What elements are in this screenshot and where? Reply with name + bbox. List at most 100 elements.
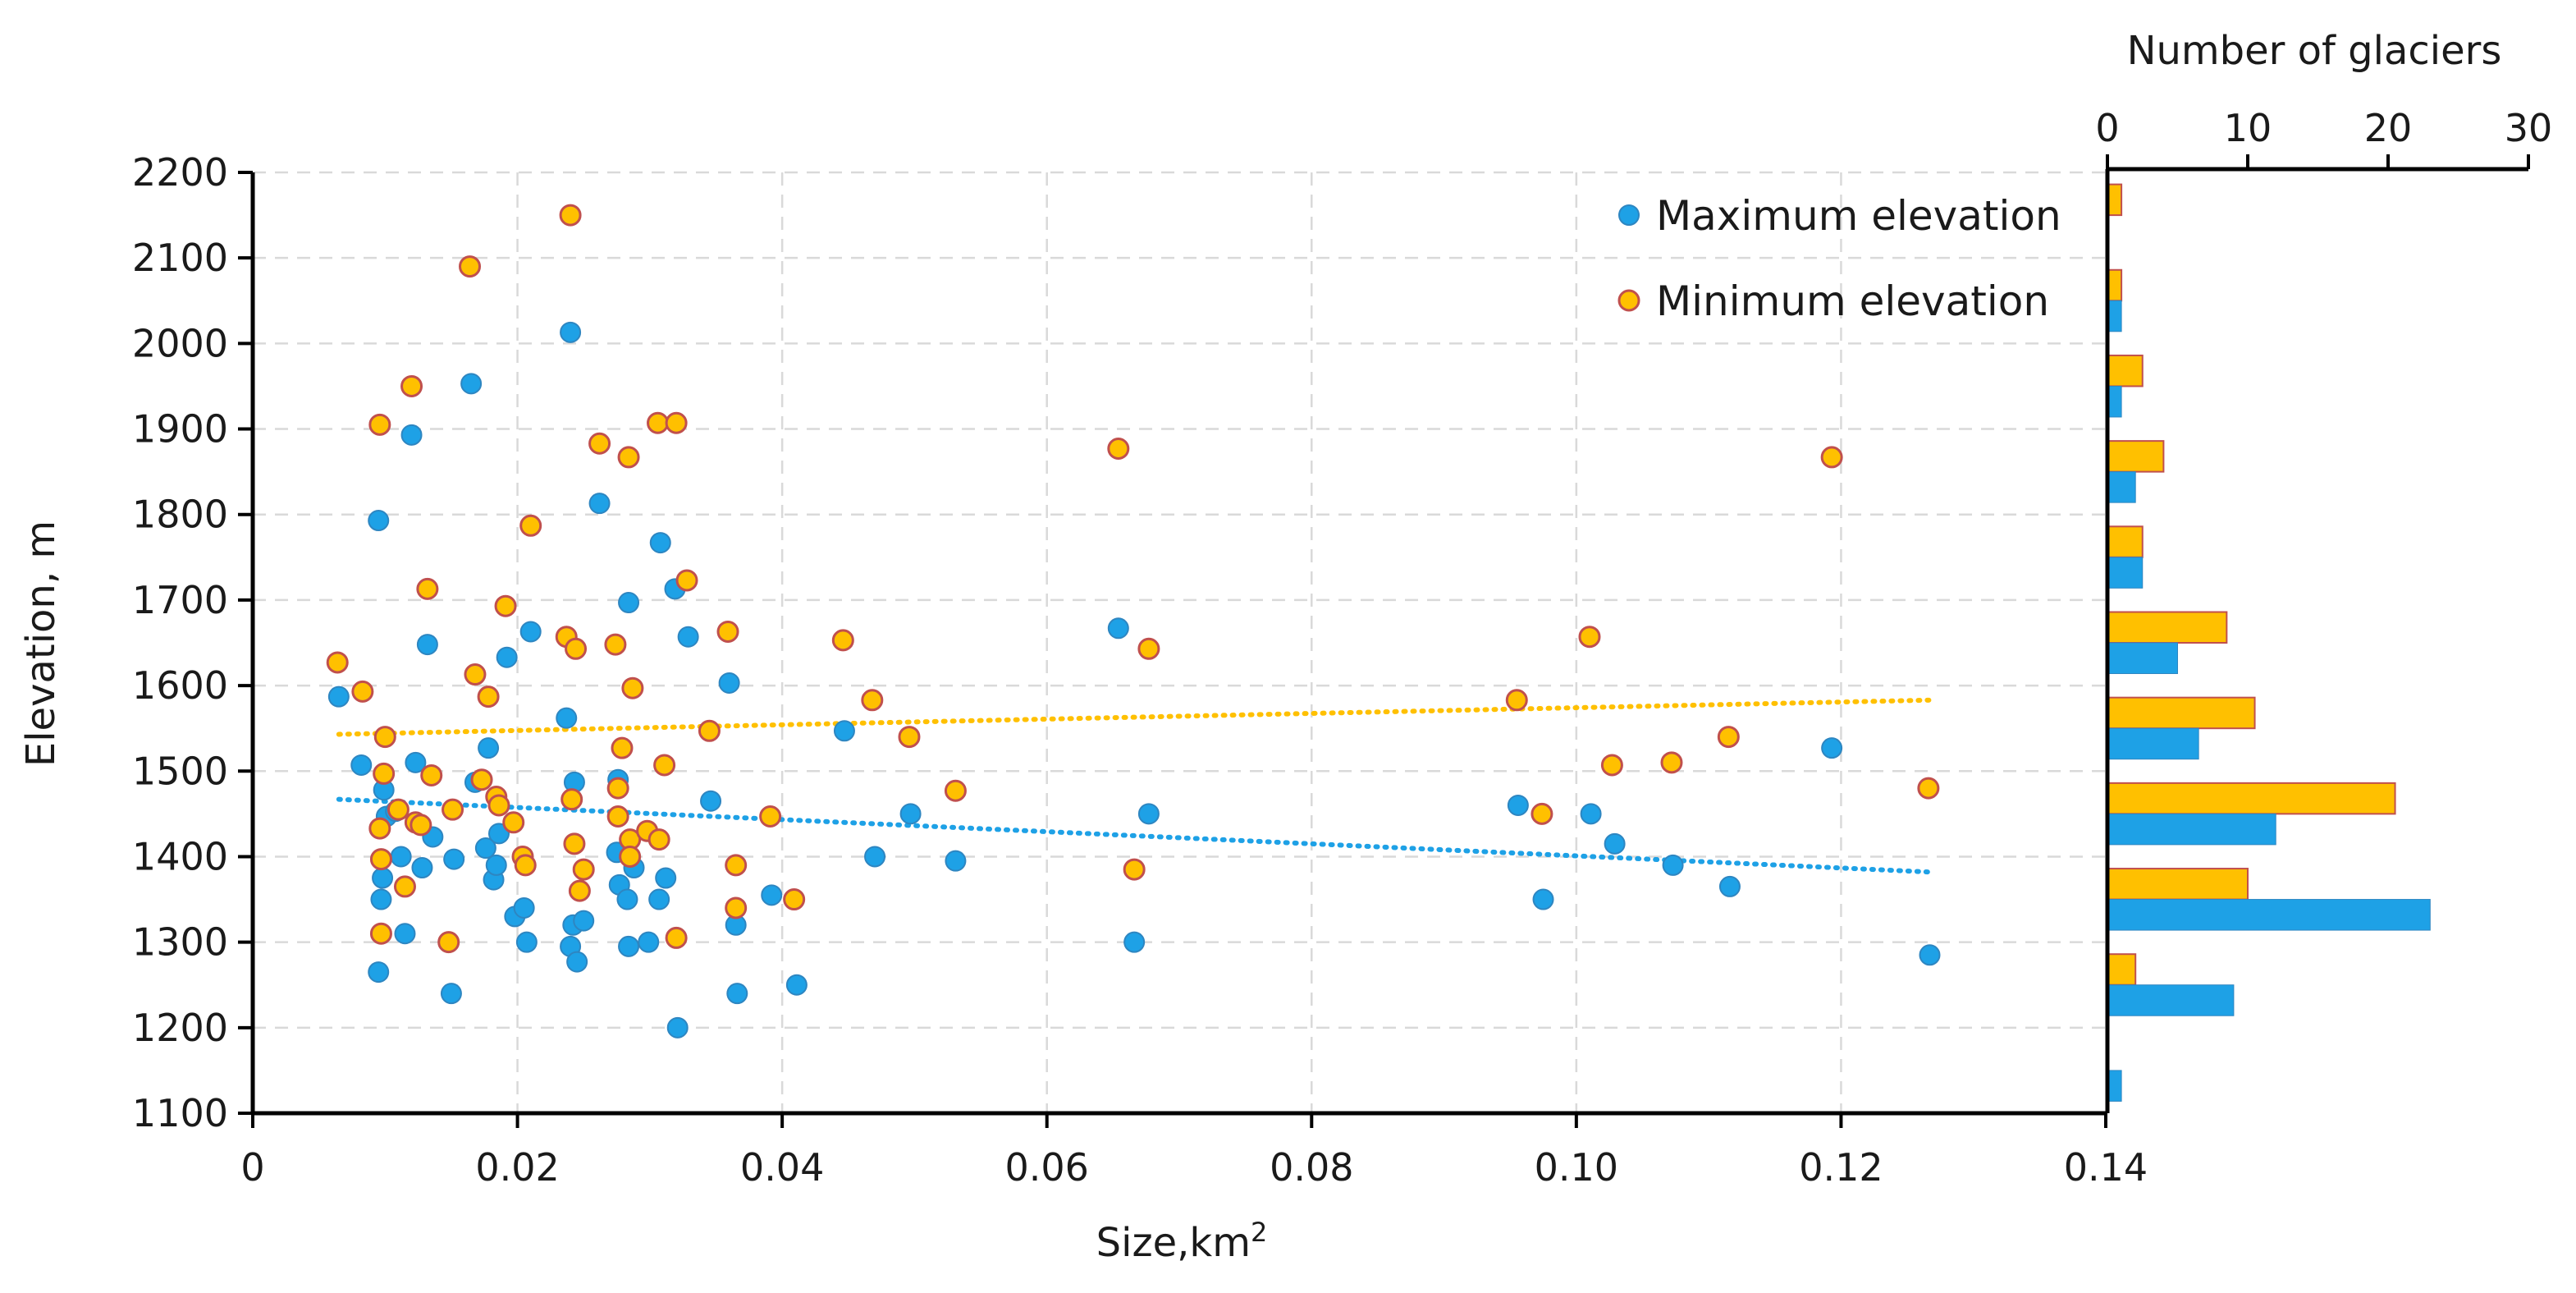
min-elevation-point — [617, 446, 640, 469]
max-elevation-point — [411, 856, 433, 878]
y-tick-label: 2200 — [132, 150, 228, 195]
x-tick-label: 0.04 — [740, 1145, 824, 1190]
max-elevation-point — [478, 737, 500, 759]
min-elevation-point — [665, 926, 688, 949]
max-elevation-point — [677, 626, 699, 648]
x-tick-label: 0 — [240, 1145, 264, 1190]
legend-marker-minimum — [1617, 289, 1640, 312]
y-tick-label: 1400 — [132, 834, 228, 878]
min-elevation-trendline — [336, 697, 1933, 737]
histogram-bar-maximum — [2107, 642, 2178, 675]
max-elevation-point — [443, 848, 465, 870]
max-elevation-point — [560, 321, 582, 343]
max-elevation-point — [1532, 888, 1554, 910]
min-elevation-point — [1123, 858, 1146, 881]
min-elevation-point — [604, 633, 627, 656]
max-elevation-point — [350, 754, 373, 776]
max-elevation-point — [368, 510, 390, 532]
min-elevation-point — [647, 828, 670, 851]
min-elevation-point — [1917, 777, 1940, 800]
min-elevation-point — [647, 411, 670, 434]
max-elevation-point — [616, 888, 638, 910]
min-elevation-point — [373, 762, 396, 785]
min-elevation-point — [675, 569, 698, 592]
elevation-histogram: 0 10 20 30 — [2095, 106, 2552, 1113]
y-tick-label: 1600 — [132, 663, 228, 708]
min-elevation-point — [563, 832, 586, 855]
max-elevation-point — [1137, 803, 1160, 825]
min-elevation-point — [665, 411, 688, 434]
min-elevation-point — [393, 875, 416, 898]
min-elevation-point — [559, 204, 582, 227]
max-elevation-point — [618, 935, 640, 957]
histogram-bar-maximum — [2107, 1070, 2122, 1102]
max-elevation-point — [405, 751, 427, 773]
min-elevation-point — [1820, 446, 1843, 469]
max-elevation-point — [474, 837, 496, 860]
min-elevation-point — [477, 685, 500, 708]
min-elevation-point — [368, 817, 391, 840]
min-elevation-point — [369, 922, 392, 945]
max-elevation-point — [1580, 803, 1602, 825]
x-axis-title-superscript: 2 — [1251, 1217, 1267, 1248]
min-elevation-point — [420, 763, 443, 786]
max-elevation-point — [899, 803, 922, 825]
max-elevation-point — [1123, 931, 1146, 953]
x-tick-label: 0.02 — [475, 1145, 559, 1190]
min-elevation-point — [502, 811, 525, 834]
histogram-bar-maximum — [2107, 727, 2199, 760]
max-elevation-point — [485, 854, 507, 876]
max-elevation-point — [400, 424, 423, 446]
max-elevation-point — [368, 961, 390, 984]
min-elevation-point — [373, 726, 396, 749]
max-elevation-point — [1662, 854, 1684, 876]
histogram-bar-minimum — [2107, 183, 2123, 217]
x-tick-label: 0.06 — [1005, 1145, 1089, 1190]
min-elevation-point — [1600, 754, 1623, 777]
histogram-bar-minimum — [2107, 268, 2123, 302]
y-tick-label: 2100 — [132, 236, 228, 280]
min-elevation-point — [326, 651, 349, 674]
min-elevation-point — [619, 845, 642, 868]
y-tick-label: 2000 — [132, 321, 228, 365]
min-elevation-point — [1505, 689, 1528, 712]
min-elevation-point — [400, 374, 423, 397]
max-elevation-point — [496, 646, 518, 668]
x-axis-title: Size,km2 — [1096, 1217, 1268, 1266]
min-elevation-point — [611, 736, 634, 759]
max-elevation-point — [761, 884, 783, 906]
histogram-bar-minimum — [2107, 953, 2137, 986]
histogram-bar-minimum — [2107, 354, 2144, 387]
max-elevation-point — [726, 983, 748, 1005]
max-elevation-point — [513, 896, 535, 919]
min-elevation-point — [459, 255, 482, 278]
max-elevation-point — [833, 720, 855, 742]
max-elevation-point — [487, 823, 510, 845]
max-elevation-point — [618, 592, 640, 614]
scatter-points — [326, 204, 1941, 1039]
x-axis-title-text: Size,km — [1096, 1220, 1251, 1266]
histogram-bar-maximum — [2107, 899, 2431, 931]
min-elevation-point — [1660, 751, 1683, 774]
max-elevation-point — [588, 493, 611, 515]
max-elevation-point — [785, 974, 808, 996]
max-elevation-point — [519, 621, 542, 643]
min-elevation-point — [487, 794, 510, 817]
max-elevation-point — [655, 867, 677, 889]
min-elevation-point — [1107, 438, 1130, 461]
histogram-tick-label: 30 — [2505, 106, 2553, 150]
x-tick-label: 0.08 — [1270, 1145, 1353, 1190]
min-elevation-point — [514, 854, 537, 877]
x-tick-label: 0.10 — [1535, 1145, 1618, 1190]
min-elevation-point — [831, 629, 854, 652]
max-elevation-point — [666, 1016, 689, 1039]
legend-label-minimum: Minimum elevation — [1656, 277, 2049, 325]
max-elevation-point — [416, 634, 438, 656]
histogram-tick-label: 0 — [2095, 106, 2119, 150]
max-elevation-point — [390, 846, 412, 868]
legend-label-maximum: Maximum elevation — [1656, 192, 2061, 240]
min-elevation-point — [442, 798, 464, 821]
min-elevation-point — [1717, 726, 1740, 749]
max-elevation-point — [370, 888, 392, 910]
